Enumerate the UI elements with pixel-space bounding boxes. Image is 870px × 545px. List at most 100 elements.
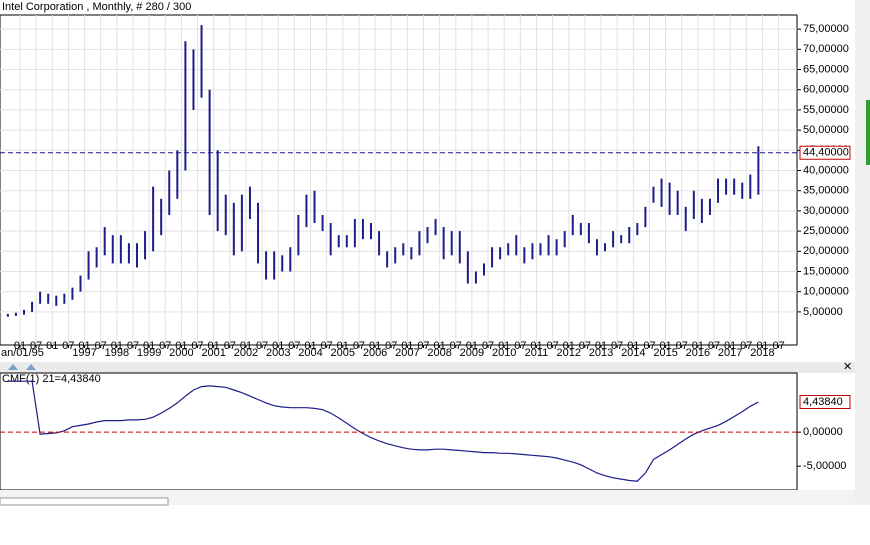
x-tick-label: 01	[530, 340, 542, 352]
x-tick-label: 07	[353, 340, 365, 352]
side-strip	[855, 0, 870, 505]
y-tick-label: 35,00000	[803, 185, 849, 197]
y-tick-label: 5,00000	[803, 306, 843, 318]
x-tick-label: 01	[627, 340, 639, 352]
year-label: 2007	[395, 347, 419, 359]
x-tick-label: 01	[563, 340, 575, 352]
y-tick-label: 75,00000	[803, 23, 849, 35]
y-tick-label: 40,00000	[803, 164, 849, 176]
y-tick-label: 50,00000	[803, 124, 849, 136]
year-label: 2012	[557, 347, 581, 359]
y-tick-label: -5,00000	[803, 460, 846, 472]
x-tick-label: 01	[46, 340, 58, 352]
current-price-box	[799, 145, 851, 160]
year-label: 2018	[750, 347, 774, 359]
x-tick-label: 07	[482, 340, 494, 352]
x-tick-label: 01	[434, 340, 446, 352]
x-tick-label: 07	[514, 340, 526, 352]
y-tick-label: 65,00000	[803, 63, 849, 75]
indicator-legend: CMF(1) 21=4,43840	[2, 373, 101, 385]
x-tick-label: 07	[288, 340, 300, 352]
year-label: 2008	[427, 347, 451, 359]
x-tick-label: 01	[143, 340, 155, 352]
y-tick-label: 70,00000	[803, 43, 849, 55]
year-label: 1998	[105, 347, 129, 359]
y-tick-label: 30,00000	[803, 205, 849, 217]
x-tick-label: 07	[321, 340, 333, 352]
panel-divider	[0, 362, 855, 373]
x-tick-label: 01	[756, 340, 768, 352]
x-tick-label: 07	[643, 340, 655, 352]
close-button[interactable]: ✕	[843, 361, 852, 373]
x-tick-label: 01	[692, 340, 704, 352]
year-label: 2003	[266, 347, 290, 359]
x-tick-label: 01	[208, 340, 220, 352]
year-label: 2001	[201, 347, 225, 359]
x-tick-label: 01	[466, 340, 478, 352]
price-panel	[0, 14, 798, 346]
bottom-bar	[0, 490, 855, 505]
indicator-line	[7, 380, 759, 482]
year-label: 2013	[589, 347, 613, 359]
x-tick-label: 01	[337, 340, 349, 352]
indicator-value-label: 4,43840	[803, 396, 843, 408]
chart-title: Intel Corporation , Monthly, # 280 / 300	[2, 1, 191, 13]
year-label: 2006	[363, 347, 387, 359]
bottom-tab[interactable]	[0, 497, 169, 506]
x-tick-label: 01	[724, 340, 736, 352]
year-label: 2017	[718, 347, 742, 359]
x-tick-label: 01	[595, 340, 607, 352]
year-label: 1999	[137, 347, 161, 359]
x-tick-label: 01	[369, 340, 381, 352]
x-tick-label: 07	[579, 340, 591, 352]
x-tick-label: 07	[417, 340, 429, 352]
x-tick-label: 01	[304, 340, 316, 352]
year-label: 2000	[169, 347, 193, 359]
x-tick-label: 07	[385, 340, 397, 352]
y-tick-label: 0,00000	[803, 426, 843, 438]
year-label: 2015	[653, 347, 677, 359]
year-label: an/01/95	[1, 347, 44, 359]
x-tick-label: 01	[111, 340, 123, 352]
y-tick-label: 25,00000	[803, 225, 849, 237]
x-tick-label: 01	[14, 340, 26, 352]
y-tick-label: 55,00000	[803, 104, 849, 116]
year-label: 2005	[331, 347, 355, 359]
y-tick-label: 15,00000	[803, 265, 849, 277]
x-tick-label: 07	[546, 340, 558, 352]
x-tick-label: 01	[175, 340, 187, 352]
year-label: 2011	[525, 347, 549, 359]
x-tick-label: 07	[740, 340, 752, 352]
current-price-label: 44,40000	[803, 147, 849, 159]
year-label: 2010	[492, 347, 516, 359]
x-tick-label: 07	[224, 340, 236, 352]
x-tick-label: 07	[95, 340, 107, 352]
indicator-value-box	[799, 394, 851, 409]
side-marker	[866, 100, 870, 165]
x-tick-label: 07	[256, 340, 268, 352]
year-label: 2002	[234, 347, 258, 359]
x-tick-label: 01	[401, 340, 413, 352]
x-tick-label: 01	[498, 340, 510, 352]
x-tick-label: 07	[708, 340, 720, 352]
year-label: 2016	[686, 347, 710, 359]
y-tick-label: 20,00000	[803, 245, 849, 257]
year-label: 2004	[298, 347, 322, 359]
x-tick-label: 07	[676, 340, 688, 352]
x-tick-label: 07	[127, 340, 139, 352]
x-tick-label: 07	[191, 340, 203, 352]
x-tick-label: 07	[62, 340, 74, 352]
year-label: 1997	[72, 347, 96, 359]
year-label: 2009	[460, 347, 484, 359]
x-tick-label: 01	[240, 340, 252, 352]
divider-arrows[interactable]	[8, 364, 36, 370]
x-tick-label: 07	[159, 340, 171, 352]
y-tick-label: 60,00000	[803, 84, 849, 96]
x-tick-label: 01	[659, 340, 671, 352]
x-tick-label: 01	[78, 340, 90, 352]
x-tick-label: 07	[30, 340, 42, 352]
x-tick-label: 07	[611, 340, 623, 352]
